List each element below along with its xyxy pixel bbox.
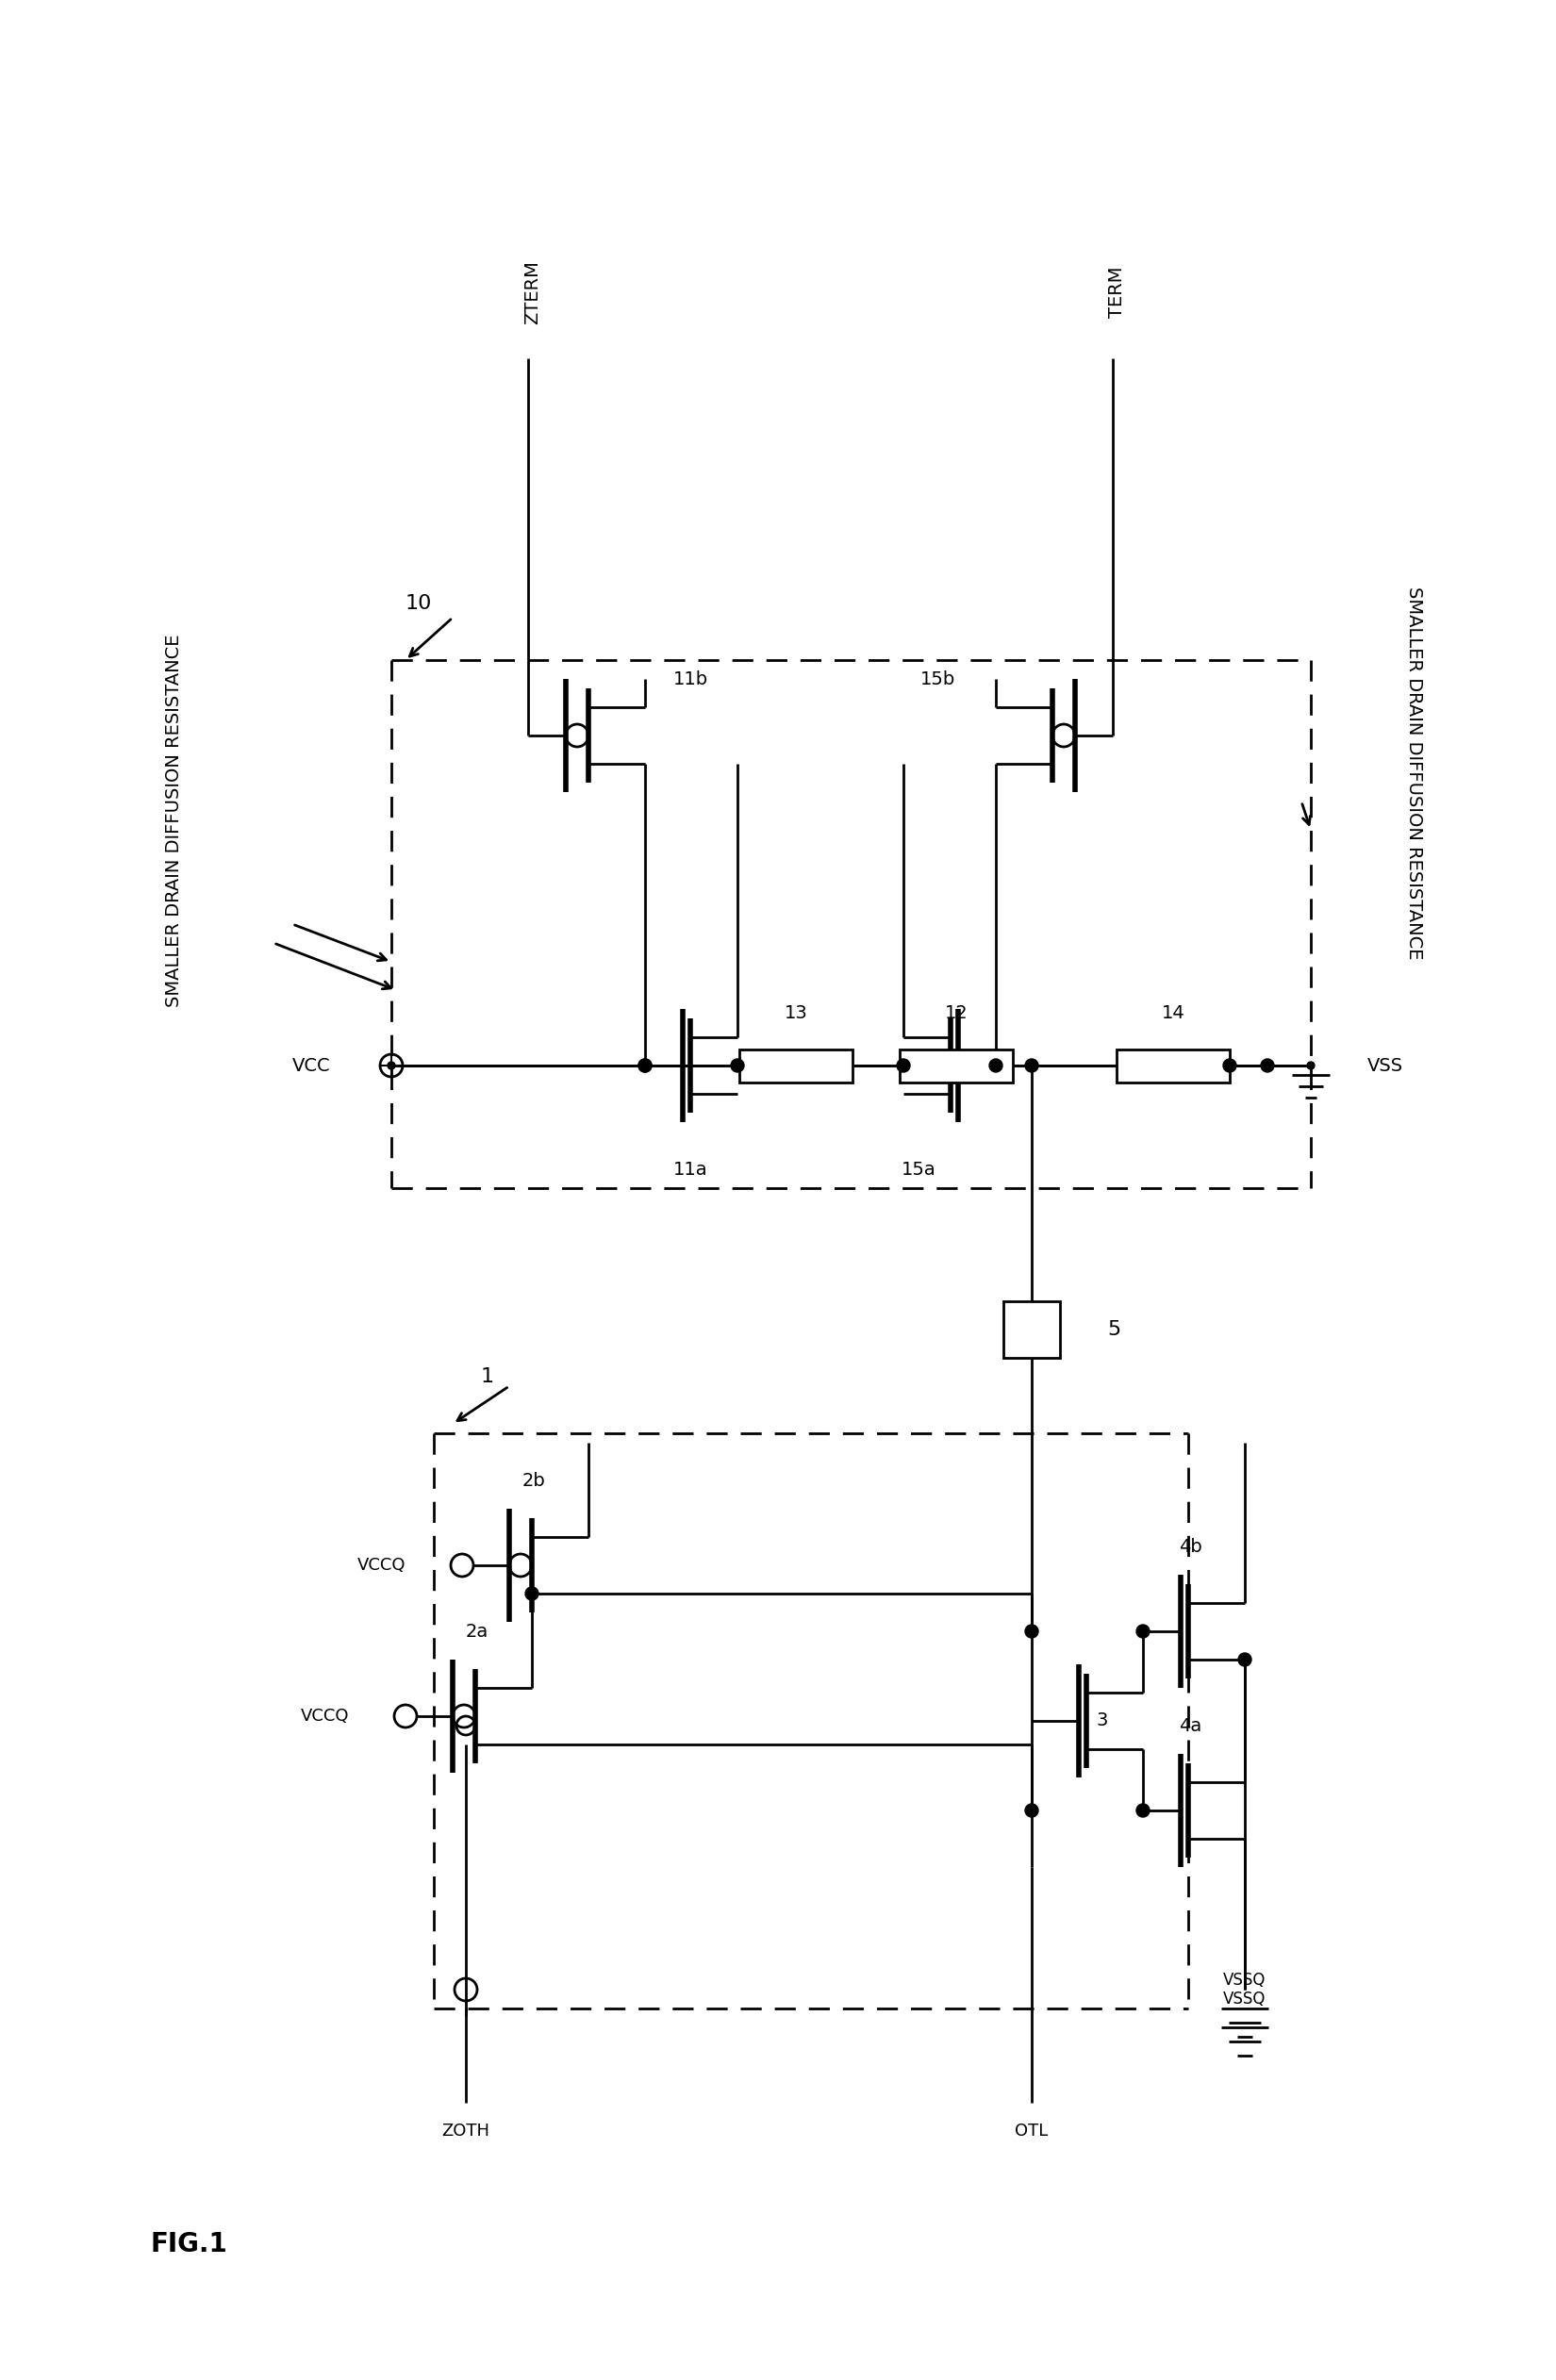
Text: 13: 13 xyxy=(784,1004,808,1023)
Text: TERM: TERM xyxy=(1108,267,1127,319)
Text: VCCQ: VCCQ xyxy=(300,1709,349,1726)
Circle shape xyxy=(638,1059,652,1071)
Text: ZTERM: ZTERM xyxy=(524,259,541,324)
Circle shape xyxy=(1223,1059,1237,1071)
Text: VCCQ: VCCQ xyxy=(356,1557,406,1573)
Circle shape xyxy=(896,1059,910,1071)
Circle shape xyxy=(990,1059,1002,1071)
Text: VSSQ: VSSQ xyxy=(1223,1971,1267,1990)
Text: 4b: 4b xyxy=(1179,1537,1203,1557)
Circle shape xyxy=(1307,1061,1315,1069)
Text: 1: 1 xyxy=(481,1366,495,1385)
Text: VSS: VSS xyxy=(1368,1057,1404,1073)
Text: 15a: 15a xyxy=(901,1161,937,1178)
Circle shape xyxy=(526,1587,538,1599)
Text: 15b: 15b xyxy=(921,669,955,688)
Text: 3: 3 xyxy=(1095,1711,1108,1730)
Text: 11a: 11a xyxy=(674,1161,708,1178)
Text: 2b: 2b xyxy=(523,1471,546,1490)
Circle shape xyxy=(387,1061,395,1069)
Circle shape xyxy=(731,1059,744,1071)
Text: 4a: 4a xyxy=(1179,1716,1201,1735)
Bar xyxy=(1117,1050,1229,1083)
Text: ZOTH: ZOTH xyxy=(442,2123,490,2140)
Text: FIG.1: FIG.1 xyxy=(151,2230,229,2256)
Text: OTL: OTL xyxy=(1015,2123,1049,2140)
Text: 12: 12 xyxy=(944,1004,968,1023)
Bar xyxy=(899,1050,1013,1083)
Circle shape xyxy=(1239,1654,1251,1666)
Bar xyxy=(1004,1302,1060,1359)
Text: VSSQ: VSSQ xyxy=(1223,1990,1267,2009)
Circle shape xyxy=(1025,1626,1038,1637)
Text: 14: 14 xyxy=(1161,1004,1184,1023)
Bar xyxy=(739,1050,853,1083)
Text: 10: 10 xyxy=(406,595,433,614)
Circle shape xyxy=(1136,1804,1150,1816)
Text: VCC: VCC xyxy=(293,1057,330,1073)
Circle shape xyxy=(1025,1059,1038,1071)
Text: 2a: 2a xyxy=(465,1623,489,1640)
Text: SMALLER DRAIN DIFFUSION RESISTANCE: SMALLER DRAIN DIFFUSION RESISTANCE xyxy=(165,633,184,1007)
Circle shape xyxy=(1136,1626,1150,1637)
Text: SMALLER DRAIN DIFFUSION RESISTANCE: SMALLER DRAIN DIFFUSION RESISTANCE xyxy=(1405,588,1424,959)
Text: 11b: 11b xyxy=(674,669,708,688)
Circle shape xyxy=(1025,1804,1038,1816)
Circle shape xyxy=(638,1059,652,1071)
Circle shape xyxy=(1260,1059,1274,1071)
Text: 5: 5 xyxy=(1108,1321,1120,1340)
